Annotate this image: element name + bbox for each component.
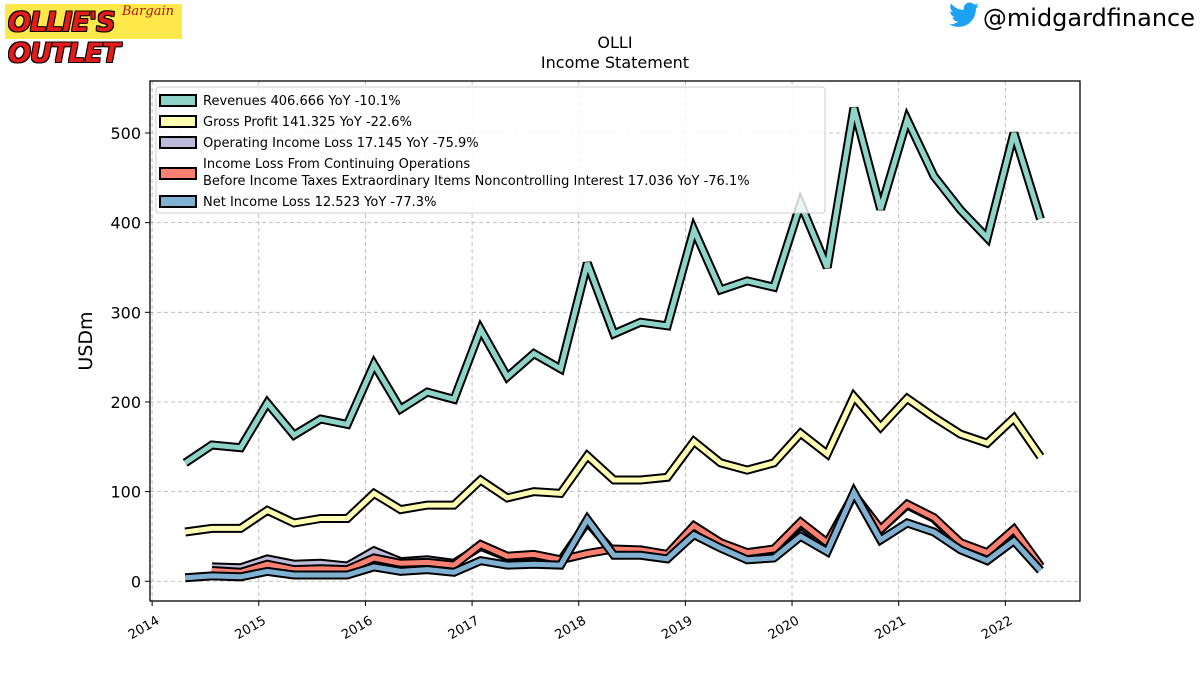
twitter-bird-icon: [948, 2, 979, 34]
chart-subtitle: Income Statement: [541, 53, 689, 72]
legend-box: [155, 86, 826, 214]
legend-swatch-operating-income: [159, 136, 197, 149]
logo-sub-text: Bargain: [121, 4, 174, 19]
twitter-handle-text: @midgardfinance: [982, 4, 1195, 32]
y-tick-label: 400: [110, 214, 141, 233]
legend: Revenues 406.666 YoY -10.1% Gross Profit…: [155, 86, 826, 214]
legend-swatch-net-income: [159, 195, 197, 208]
twitter-handle: @midgardfinance: [948, 2, 1195, 34]
x-tick-label: 2014: [126, 613, 162, 643]
legend-label-net-income: Net Income Loss 12.523 YoY -77.3%: [203, 195, 436, 210]
y-tick-label: 200: [110, 393, 141, 412]
series-line-0: [183, 107, 1043, 465]
series-line-4: [185, 486, 1043, 581]
x-tick-label: 2022: [979, 613, 1015, 643]
y-tick-label: 300: [110, 303, 141, 322]
series-line-3: [211, 489, 1043, 575]
logo-main-text: OLLIE'S OUTLET: [8, 7, 120, 69]
legend-label-gross-profit: Gross Profit 141.325 YoY -22.6%: [203, 115, 412, 130]
y-axis-label: USDm: [75, 311, 97, 370]
y-tick-label: 100: [110, 483, 141, 502]
legend-label-revenues: Revenues 406.666 YoY -10.1%: [203, 94, 401, 109]
brand-logo: Bargain OLLIE'S OUTLET: [5, 4, 182, 69]
x-tick-label: 2019: [659, 613, 695, 643]
legend-swatch-gross-profit: [159, 115, 197, 128]
legend-label-pretax-income-line2: Before Income Taxes Extraordinary Items …: [203, 174, 750, 189]
x-tick-label: 2016: [339, 613, 375, 643]
chart-title: OLLI: [597, 33, 632, 52]
series-line-1: [184, 392, 1043, 535]
legend-label-pretax-income-line1: Income Loss From Continuing Operations: [203, 157, 470, 172]
x-tick-label: 2017: [446, 613, 482, 643]
x-tick-label: 2018: [553, 613, 589, 643]
legend-label-operating-income: Operating Income Loss 17.145 YoY -75.9%: [203, 136, 479, 151]
legend-swatch-pretax-income: [159, 167, 197, 180]
plot-frame: [149, 80, 1081, 602]
x-tick-label: 2020: [766, 613, 802, 643]
series-group: [182, 106, 1045, 583]
x-tick-label: 2015: [233, 613, 269, 643]
y-tick-label: 500: [110, 124, 141, 143]
y-tick-label: 0: [131, 572, 141, 591]
x-tick-label: 2021: [873, 613, 909, 643]
legend-swatch-revenues: [159, 94, 197, 107]
